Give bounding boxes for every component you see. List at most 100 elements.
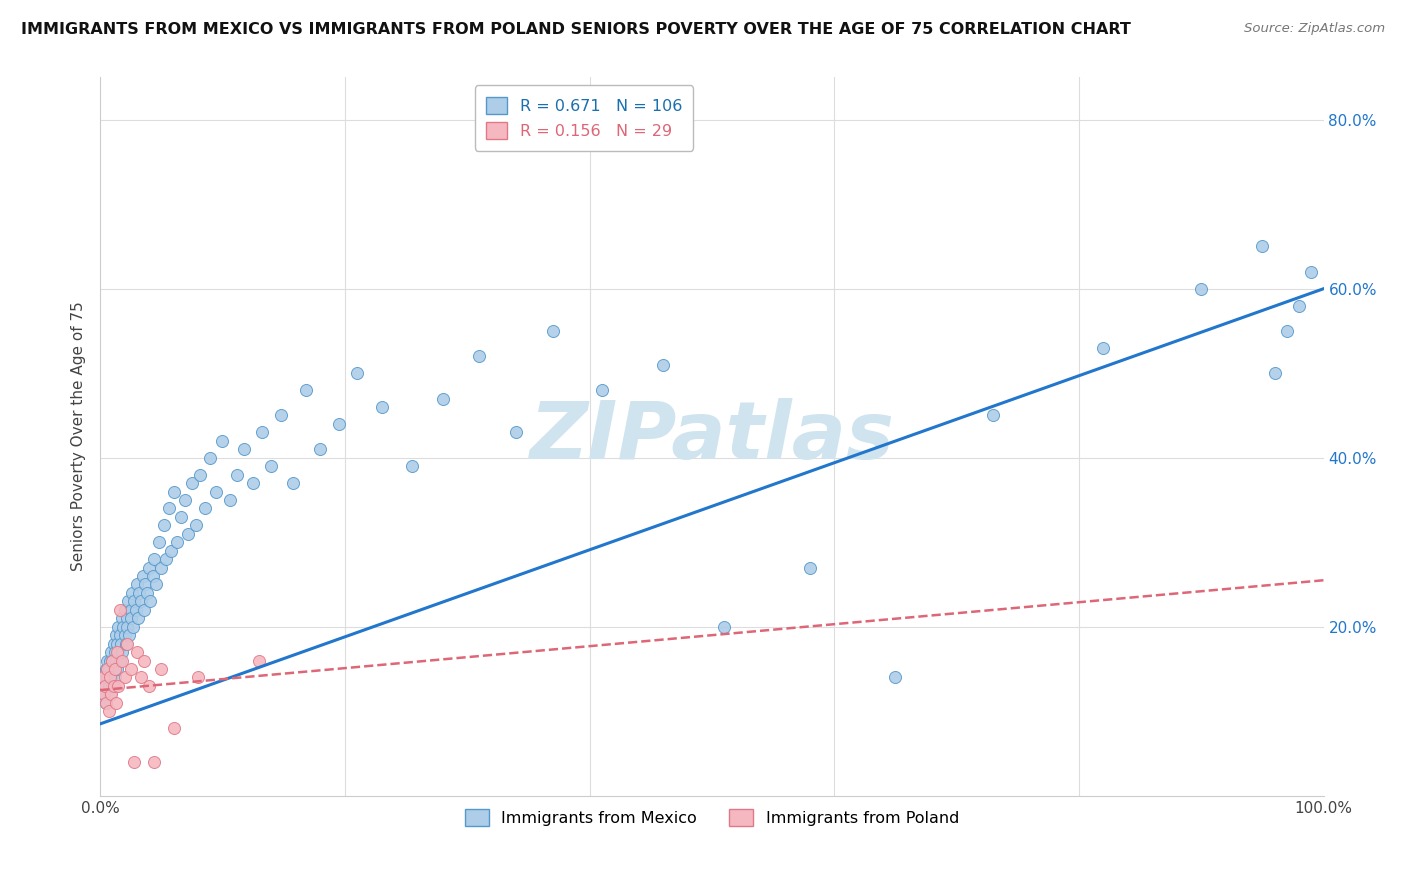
- Point: [143, 755, 166, 769]
- Point: [93, 687, 115, 701]
- Point: [108, 628, 131, 642]
- Point: [138, 679, 160, 693]
- Point: [101, 654, 124, 668]
- Point: [194, 501, 217, 516]
- Point: [112, 620, 135, 634]
- Y-axis label: Seniors Poverty Over the Age of 75: Seniors Poverty Over the Age of 75: [72, 301, 86, 572]
- Point: [104, 662, 127, 676]
- Point: [1092, 341, 1115, 355]
- Point: [294, 383, 316, 397]
- Point: [93, 687, 115, 701]
- Point: [107, 620, 129, 634]
- Text: Source: ZipAtlas.com: Source: ZipAtlas.com: [1244, 22, 1385, 36]
- Point: [107, 645, 129, 659]
- Point: [370, 400, 392, 414]
- Point: [233, 442, 256, 457]
- Point: [242, 476, 264, 491]
- Point: [128, 586, 150, 600]
- Point: [218, 493, 240, 508]
- Point: [105, 662, 128, 676]
- Point: [226, 467, 249, 482]
- Point: [160, 543, 183, 558]
- Point: [1275, 324, 1298, 338]
- Point: [120, 611, 142, 625]
- Point: [143, 552, 166, 566]
- Point: [205, 484, 228, 499]
- Point: [157, 501, 180, 516]
- Point: [105, 645, 128, 659]
- Point: [124, 603, 146, 617]
- Point: [247, 654, 270, 668]
- Point: [401, 459, 423, 474]
- Point: [166, 535, 188, 549]
- Point: [134, 577, 156, 591]
- Point: [713, 620, 735, 634]
- Point: [150, 560, 173, 574]
- Point: [148, 535, 170, 549]
- Point: [104, 645, 127, 659]
- Point: [138, 560, 160, 574]
- Point: [98, 687, 121, 701]
- Point: [105, 637, 128, 651]
- Point: [1264, 366, 1286, 380]
- Point: [103, 662, 125, 676]
- Point: [468, 349, 491, 363]
- Point: [94, 679, 117, 693]
- Point: [150, 662, 173, 676]
- Point: [190, 467, 212, 482]
- Point: [97, 662, 120, 676]
- Point: [115, 611, 138, 625]
- Point: [114, 670, 136, 684]
- Point: [981, 409, 1004, 423]
- Point: [591, 383, 613, 397]
- Point: [309, 442, 332, 457]
- Point: [103, 637, 125, 651]
- Point: [884, 670, 907, 684]
- Point: [328, 417, 350, 431]
- Point: [98, 654, 121, 668]
- Text: IMMIGRANTS FROM MEXICO VS IMMIGRANTS FROM POLAND SENIORS POVERTY OVER THE AGE OF: IMMIGRANTS FROM MEXICO VS IMMIGRANTS FRO…: [21, 22, 1130, 37]
- Point: [107, 679, 129, 693]
- Point: [97, 679, 120, 693]
- Point: [1189, 282, 1212, 296]
- Point: [101, 679, 124, 693]
- Point: [180, 476, 202, 491]
- Point: [142, 569, 165, 583]
- Point: [96, 662, 118, 676]
- Point: [111, 645, 134, 659]
- Point: [96, 662, 118, 676]
- Point: [105, 696, 128, 710]
- Point: [118, 628, 141, 642]
- Point: [170, 509, 193, 524]
- Point: [134, 654, 156, 668]
- Point: [162, 721, 184, 735]
- Point: [98, 670, 121, 684]
- Point: [132, 569, 155, 583]
- Point: [111, 654, 134, 668]
- Point: [97, 704, 120, 718]
- Point: [129, 670, 152, 684]
- Point: [152, 518, 174, 533]
- Point: [104, 670, 127, 684]
- Point: [127, 611, 149, 625]
- Legend: Immigrants from Mexico, Immigrants from Poland: Immigrants from Mexico, Immigrants from …: [457, 801, 967, 834]
- Point: [125, 645, 148, 659]
- Point: [124, 755, 146, 769]
- Point: [114, 603, 136, 617]
- Point: [139, 594, 162, 608]
- Point: [187, 670, 209, 684]
- Point: [96, 670, 118, 684]
- Point: [108, 654, 131, 668]
- Point: [103, 679, 125, 693]
- Point: [124, 594, 146, 608]
- Point: [283, 476, 305, 491]
- Point: [145, 577, 167, 591]
- Point: [91, 670, 114, 684]
- Point: [155, 552, 177, 566]
- Point: [173, 493, 195, 508]
- Point: [260, 459, 283, 474]
- Point: [432, 392, 454, 406]
- Point: [114, 628, 136, 642]
- Point: [122, 620, 145, 634]
- Point: [94, 679, 117, 693]
